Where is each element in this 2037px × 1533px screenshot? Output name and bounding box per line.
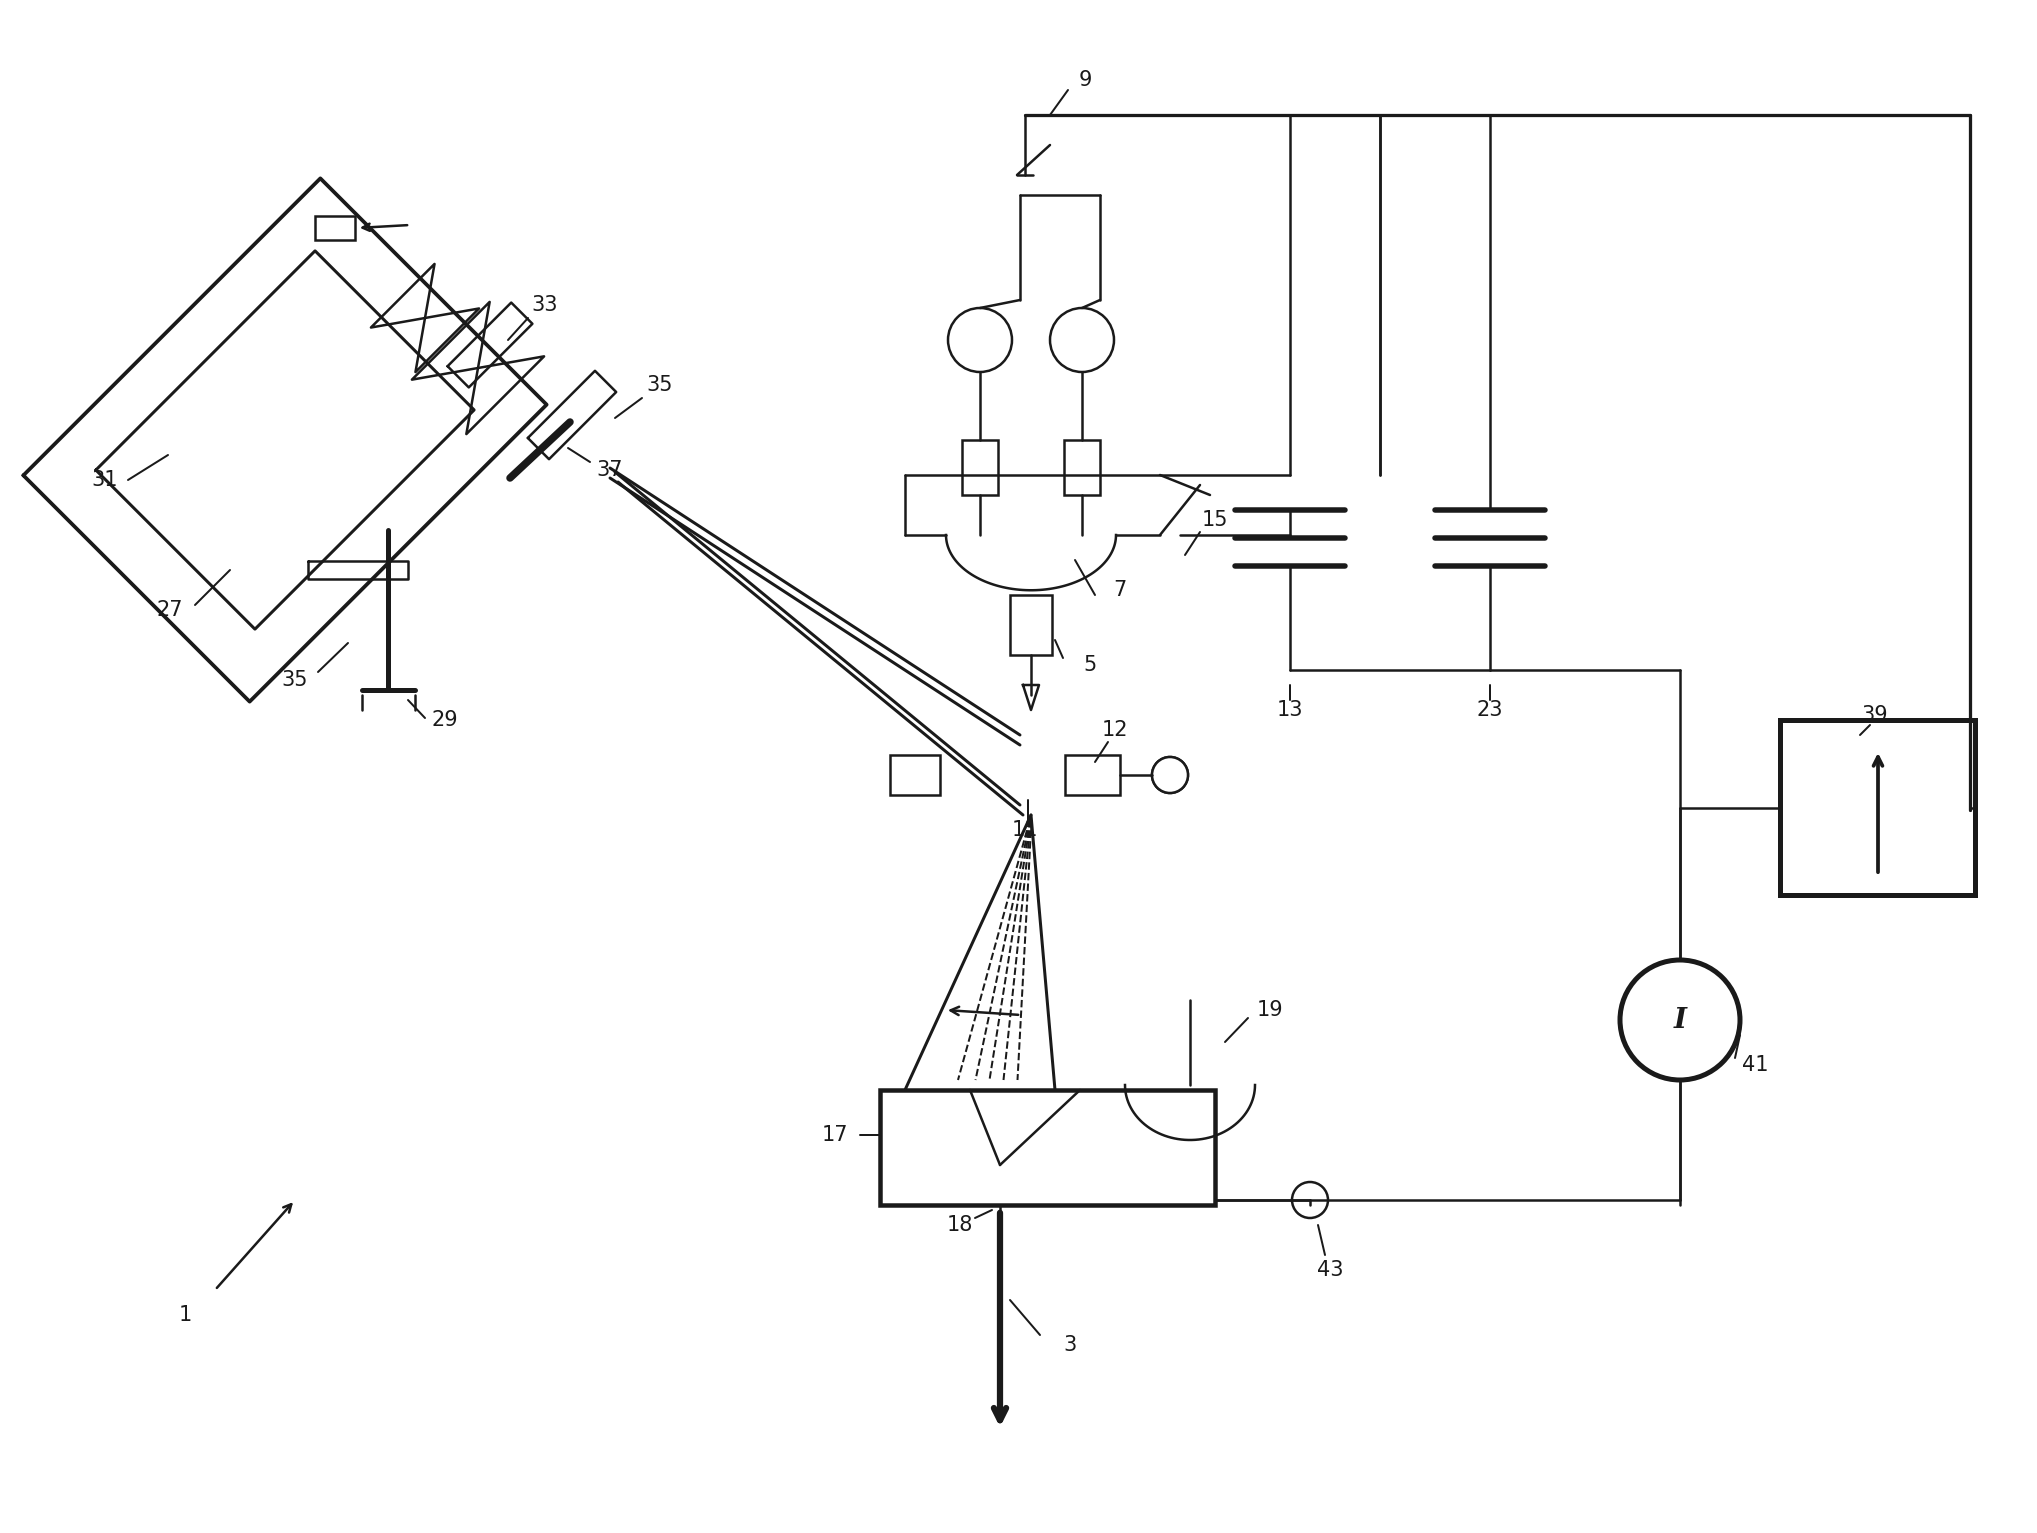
Text: 37: 37 [597, 460, 623, 480]
Circle shape [1153, 757, 1188, 793]
Circle shape [1153, 757, 1188, 793]
Text: 41: 41 [1742, 1055, 1768, 1075]
Text: 35: 35 [281, 670, 308, 690]
Bar [890, 754, 939, 796]
Bar [316, 216, 354, 241]
Text: 1: 1 [179, 1305, 191, 1325]
Text: 27: 27 [157, 599, 183, 619]
Text: 9: 9 [1078, 71, 1092, 90]
Text: 18: 18 [947, 1216, 974, 1236]
Text: 13: 13 [1277, 701, 1304, 721]
Circle shape [1619, 960, 1740, 1081]
Text: 39: 39 [1862, 705, 1888, 725]
Text: 5: 5 [1084, 655, 1096, 675]
Circle shape [1049, 308, 1114, 373]
Bar [1010, 595, 1051, 655]
Circle shape [947, 308, 1012, 373]
Text: 43: 43 [1316, 1260, 1342, 1280]
Bar [880, 1090, 1214, 1205]
Text: 3: 3 [1063, 1335, 1078, 1355]
Text: 7: 7 [1114, 579, 1126, 599]
Circle shape [1291, 1182, 1328, 1219]
Text: I: I [1674, 1007, 1687, 1033]
Text: 19: 19 [1257, 1000, 1283, 1019]
Text: 31: 31 [92, 471, 118, 491]
Bar [1065, 754, 1120, 796]
Text: 29: 29 [432, 710, 458, 730]
Text: 35: 35 [648, 376, 674, 396]
Bar [1063, 440, 1100, 495]
Bar [961, 440, 998, 495]
Text: 12: 12 [1102, 721, 1128, 740]
Text: 17: 17 [821, 1125, 847, 1145]
Bar [1780, 721, 1976, 895]
Text: 33: 33 [532, 294, 558, 314]
Text: 23: 23 [1477, 701, 1503, 721]
Text: 11: 11 [1012, 820, 1039, 840]
Text: 15: 15 [1202, 510, 1228, 530]
